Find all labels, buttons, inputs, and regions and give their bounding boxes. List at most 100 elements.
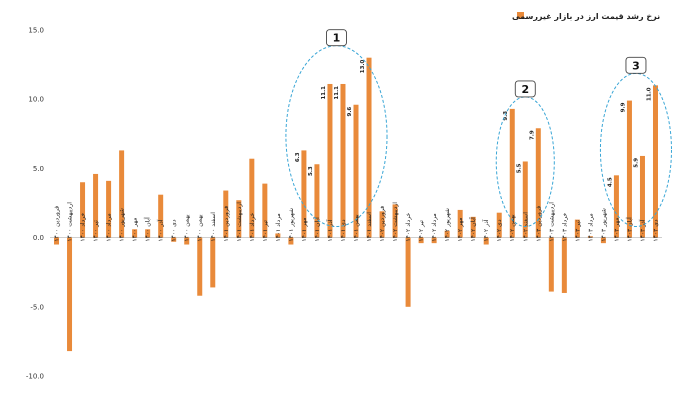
data-label: 11.0 (646, 87, 652, 101)
x-tick-label: اسفند ۱۴۰۰ (210, 212, 217, 242)
x-axis-labels: فروردین ۱۴۰۰ اردیبهشت ۱۴۰۰ خرداد ۱۴۰۰ تیر ۱… (54, 202, 660, 242)
x-tick-label: بهمن ۱۴۰۰ (184, 214, 191, 242)
bar (54, 237, 60, 245)
bar (366, 57, 372, 238)
bar (522, 161, 528, 238)
callout-box (625, 56, 647, 74)
bar (353, 104, 359, 238)
bar (275, 233, 281, 238)
callout-box (326, 29, 347, 47)
bar-series (54, 57, 658, 352)
bar (327, 83, 333, 238)
x-tick-label: اردیبهشت ۱۴۰۱ (236, 202, 243, 242)
x-tick-label: دی ۱۴۰۰ (171, 219, 178, 241)
bar (236, 200, 242, 238)
x-tick-label: دی ۱۴۰۲ (496, 219, 503, 241)
bar (496, 212, 502, 238)
bar (171, 237, 177, 242)
bar (340, 83, 346, 238)
x-tick-label: مهر ۱۴۰۲ (457, 218, 464, 242)
data-label: 5.9 (633, 158, 639, 168)
x-tick-label: دی ۱۴۰۳ (652, 219, 659, 241)
bar (444, 230, 450, 238)
bar (561, 237, 567, 293)
bar (223, 190, 229, 238)
callout-number: 1 (333, 32, 341, 45)
legend: نرخ رشد قیمت ارز در بازار غیررسمی (512, 12, 660, 21)
x-tick-label: آذر ۱۴۰۳ (637, 219, 646, 241)
bar (548, 237, 554, 292)
bar (418, 237, 424, 244)
x-tick-label: تیر ۱۴۰۲ (418, 220, 425, 242)
bar (509, 108, 515, 238)
x-tick-label: دی ۱۴۰۱ (340, 219, 347, 241)
y-tick-label: 0.0 (33, 234, 44, 242)
bar (639, 155, 645, 238)
x-tick-label: تیر ۱۴۰۳ (574, 220, 581, 242)
bar (132, 229, 138, 238)
data-label: 9.9 (620, 102, 626, 112)
bar (301, 150, 307, 238)
bar (613, 175, 619, 238)
bar (652, 85, 658, 238)
bar (626, 100, 632, 238)
bar (158, 194, 164, 238)
bar (67, 237, 73, 352)
data-label: 9.6 (347, 107, 353, 117)
x-tick-label: فروردین ۱۴۰۱ (223, 206, 230, 242)
bar (379, 211, 385, 238)
bar (392, 204, 398, 238)
x-tick-label: شهریور ۱۴۰۳ (600, 208, 607, 242)
x-tick-label: اردیبهشت ۱۴۰۰ (67, 202, 74, 242)
bar (249, 158, 255, 238)
x-tick-label: فروردین ۱۴۰۰ (54, 206, 61, 242)
x-tick-label: بهمن ۱۴۰۰ (197, 214, 204, 242)
bar (145, 229, 151, 238)
x-tick-label: آبان ۱۴۰۰ (143, 217, 152, 242)
bar (457, 209, 463, 238)
legend-swatch (517, 12, 524, 19)
x-tick-label: خرداد ۱۴۰۱ (249, 212, 256, 241)
data-label: 6.3 (295, 152, 301, 162)
bar (405, 237, 411, 307)
bar (535, 128, 541, 238)
x-tick-label: بهمن ۱۴۰۱ (353, 214, 360, 242)
x-tick-label: اسفند ۱۴۰۱ (366, 212, 373, 242)
x-tick-label: آبان ۱۴۰۳ (624, 217, 633, 242)
bar (470, 216, 476, 238)
bar (119, 150, 125, 238)
x-tick-label: آذر ۱۴۰۰ (156, 219, 165, 241)
y-tick-label: 5.0 (33, 165, 44, 173)
highlight-ellipse (495, 96, 555, 228)
bar (431, 237, 437, 244)
legend-label: نرخ رشد قیمت ارز در بازار غیررسمی (512, 12, 660, 21)
bar (106, 180, 112, 238)
bar (574, 219, 580, 238)
data-label: 5.3 (308, 166, 314, 176)
x-tick-label: خرداد ۱۴۰۰ (80, 212, 87, 241)
x-tick-label: مهر ۱۴۰۰ (132, 218, 139, 242)
callout-box (514, 80, 536, 98)
annotations: 1 2 3 (285, 29, 672, 228)
x-tick-label: شهریور ۱۴۰۰ (119, 208, 126, 242)
x-tick-label: مرداد ۱۴۰۲ (431, 213, 438, 241)
y-tick-label: 15.0 (28, 27, 44, 35)
x-tick-label: مرداد ۱۴۰۳ (587, 213, 594, 241)
x-tick-label: مهر ۱۴۰۳ (613, 218, 620, 242)
data-label: 9.3 (503, 111, 509, 121)
x-tick-label: شهریور ۱۴۰۲ (444, 208, 451, 242)
data-label: 4.5 (607, 177, 613, 187)
x-tick-label: آذر ۱۴۰۱ (325, 219, 334, 241)
data-label: 11.1 (334, 86, 340, 100)
bar (288, 237, 294, 245)
y-tick-label: 10.0 (28, 96, 44, 104)
x-tick-label: مرداد ۱۴۰۱ (275, 213, 282, 241)
bar (197, 237, 203, 296)
x-tick-label: فروردین ۱۴۰۲ (379, 206, 386, 242)
callout-number: 3 (632, 59, 640, 72)
x-tick-label: آبان ۱۴۰۱ (312, 217, 321, 242)
bar (483, 237, 489, 245)
x-tick-label: خرداد ۱۴۰۲ (405, 212, 412, 241)
data-labels: 6.3 5.3 11.1 11.1 9.6 13.0 9.3 5.5 7.9 4.5 9.9 5.9 1… (295, 60, 653, 188)
